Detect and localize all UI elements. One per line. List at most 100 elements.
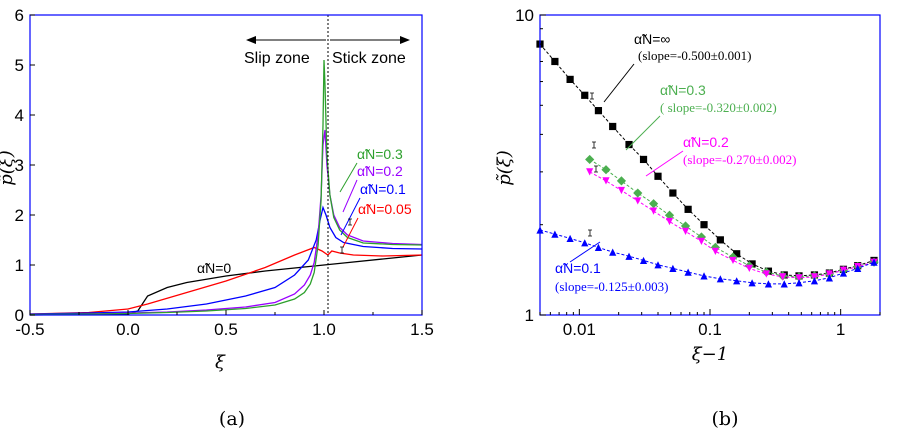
point-N-0.1 [581,239,589,247]
y-tick-label: 6 [15,6,24,25]
annot-b-alpha-0.2: α̃N=0.2 [683,134,729,150]
error-bar [592,141,596,149]
x-tick-label: 0.0 [116,320,140,339]
panel-a-xlabel: ξ [215,352,226,373]
annot-arrow-0.1 [340,197,361,236]
y-tick-label: 3 [15,156,24,175]
point-N-0.1 [780,280,788,288]
point-N-0.1 [625,252,633,260]
point-N [625,140,633,149]
y-tick-label: 0 [15,306,24,325]
line-N-0.05 [29,246,423,315]
point-N-0.1 [764,280,773,288]
fit-line-N-0.2 [589,171,875,279]
point-N-0.1 [669,264,677,272]
point-N [581,91,589,99]
point-N-0.1 [639,256,648,265]
point-N-0.3 [585,154,595,165]
panel-b-series [340,40,879,288]
x-tick-label: 0.01 [563,320,596,339]
error-bar [588,229,592,237]
annot-b-arrow-inf [603,63,635,103]
point-N [566,75,574,84]
x-tick-label: 0.5 [214,320,238,339]
point-N-0.2 [779,273,787,281]
annot-b-slope-0.3: ( slope=-0.320±0.002) [660,100,777,115]
point-N-0.1 [551,230,559,238]
x-tick-label: 0.1 [698,320,722,339]
error-bar [594,165,598,173]
x-tick-label: 1.5 [410,320,434,339]
point-N [684,205,692,213]
point-N [639,155,648,164]
point-N-0.2 [602,177,610,185]
point-N-0.3 [601,165,611,175]
point-N-0.2 [825,270,834,278]
point-N-0.2 [649,207,658,215]
point-N-0.2 [634,197,642,205]
point-N-0.2 [697,237,706,245]
y-tick-label: 5 [15,56,24,75]
fit-line-N [539,43,875,277]
point-N [700,221,708,229]
panel-b-ylabel: p̃(ξ) [494,150,515,185]
point-N [654,172,662,180]
point-N-0.1 [594,243,603,252]
panel-b: 0.01 0.1 1 1 10 ξ−1 p̃(ξ) (b) α̃N=∞ (slope=-… [340,6,881,430]
y-tick-label: 1 [525,306,534,325]
annot-a-alpha-0.3: α̃N=0.3 [357,146,403,162]
annot-a-alpha-0: α̃N=0 [197,260,231,276]
line-N-0.3 [29,59,423,316]
annot-b-arrow-0.2 [645,150,684,177]
panel-a-series [29,59,423,316]
panel-b-ticks: 0.01 0.1 1 1 10 [515,6,881,339]
point-N-0.2 [586,168,594,176]
annot-b-arrow-0.1 [569,241,601,263]
zone-arrowhead-left [246,36,256,44]
point-N-0.1 [795,279,803,287]
point-N [551,57,559,66]
point-N-0.3 [664,210,675,220]
point-N-0.2 [795,274,803,282]
x-tick-label: -0.5 [15,320,44,339]
point-N [669,189,677,197]
point-N-0.1 [684,268,692,276]
point-N [733,250,741,258]
error-bar [340,246,344,254]
panel-a-caption: (a) [219,408,245,430]
point-N-0.1 [700,272,708,280]
point-N [716,236,724,244]
point-N-0.1 [810,277,819,285]
annot-a-alpha-0.1: α̃N=0.1 [360,181,406,197]
y-tick-label: 4 [15,106,24,125]
point-N-0.2 [681,227,690,235]
point-N-0.1 [825,274,834,282]
line-N-0.1 [29,205,423,315]
error-bar [590,92,594,100]
x-tick-label: 1 [836,320,845,339]
panel-a: Slip zone Stick zone -0.5 0.0 0.5 1.0 1.5 0 1 2… [0,6,434,430]
point-N-0.2 [665,217,674,226]
point-N-0.2 [762,270,770,278]
y-tick-label: 2 [15,206,24,225]
point-N-0.3 [648,199,659,209]
x-tick-label: 1.0 [312,320,336,339]
annot-arrow-0.3 [339,162,358,193]
panel-a-ticks: -0.5 0.0 0.5 1.0 1.5 0 1 2 3 4 5 6 [15,6,434,339]
point-N-0.3 [633,188,643,198]
panel-a-ylabel: p̃(ξ) [0,150,17,185]
panel-b-caption: (b) [712,408,739,430]
point-N-0.1 [566,234,574,243]
point-N-0.1 [748,279,756,287]
stick-zone-label: Stick zone [332,50,406,67]
point-N-0.1 [839,269,848,277]
annot-a-alpha-0.05: α̃N=0.05 [358,201,412,217]
point-N-0.1 [733,277,741,285]
point-N [609,122,617,131]
annot-arrow-0.2 [342,179,358,213]
point-N-0.1 [609,248,617,256]
annot-b-alpha-0.3: α̃N=0.3 [660,82,706,98]
point-N-0.2 [745,264,753,272]
point-N-0.1 [654,261,662,269]
annot-b-arrow-0.3 [625,115,661,151]
